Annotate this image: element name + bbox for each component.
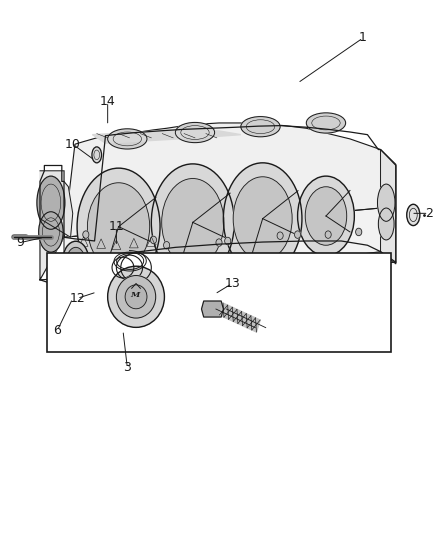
Polygon shape	[219, 303, 228, 317]
Text: 3: 3	[124, 361, 131, 374]
Text: 13: 13	[224, 277, 240, 290]
Text: 11: 11	[109, 220, 124, 233]
Ellipse shape	[297, 176, 354, 256]
Text: M: M	[131, 291, 140, 299]
Text: 10: 10	[65, 138, 81, 151]
Text: 2: 2	[424, 207, 432, 220]
Text: 1: 1	[359, 31, 367, 44]
Ellipse shape	[223, 163, 302, 274]
Polygon shape	[64, 123, 396, 237]
Circle shape	[356, 228, 362, 236]
Polygon shape	[224, 305, 232, 319]
Polygon shape	[40, 200, 396, 293]
Circle shape	[216, 239, 222, 246]
Ellipse shape	[233, 177, 292, 261]
Ellipse shape	[175, 123, 215, 143]
Polygon shape	[40, 171, 73, 237]
Polygon shape	[247, 316, 255, 330]
Ellipse shape	[151, 164, 234, 281]
Ellipse shape	[378, 208, 394, 240]
Circle shape	[163, 241, 170, 249]
Text: 14: 14	[100, 95, 116, 108]
Ellipse shape	[108, 266, 164, 327]
Polygon shape	[40, 171, 64, 280]
Ellipse shape	[110, 318, 124, 333]
Circle shape	[325, 231, 331, 238]
Polygon shape	[243, 314, 251, 328]
Ellipse shape	[39, 212, 63, 252]
Ellipse shape	[305, 187, 347, 245]
Circle shape	[225, 237, 231, 245]
Polygon shape	[381, 208, 396, 264]
Bar	[46, 253, 392, 352]
Ellipse shape	[77, 168, 160, 285]
Text: 9: 9	[16, 236, 24, 249]
Polygon shape	[233, 310, 242, 324]
Ellipse shape	[407, 204, 420, 225]
Circle shape	[277, 232, 283, 239]
Ellipse shape	[117, 276, 155, 318]
Polygon shape	[92, 130, 241, 143]
Polygon shape	[381, 150, 396, 264]
Ellipse shape	[306, 113, 346, 133]
Circle shape	[83, 231, 89, 238]
Polygon shape	[201, 301, 223, 317]
Circle shape	[150, 236, 156, 244]
Text: 12: 12	[69, 292, 85, 305]
Ellipse shape	[92, 147, 102, 163]
Ellipse shape	[378, 184, 395, 221]
Polygon shape	[238, 312, 246, 326]
Ellipse shape	[37, 176, 65, 229]
Ellipse shape	[108, 129, 147, 149]
Ellipse shape	[88, 183, 150, 270]
Ellipse shape	[241, 117, 280, 137]
Polygon shape	[229, 308, 237, 321]
Ellipse shape	[67, 247, 85, 275]
Ellipse shape	[125, 285, 147, 309]
Ellipse shape	[162, 179, 224, 266]
Text: 6: 6	[53, 324, 61, 337]
Polygon shape	[64, 208, 381, 293]
Polygon shape	[252, 318, 260, 332]
Circle shape	[294, 231, 300, 238]
Ellipse shape	[63, 241, 89, 281]
